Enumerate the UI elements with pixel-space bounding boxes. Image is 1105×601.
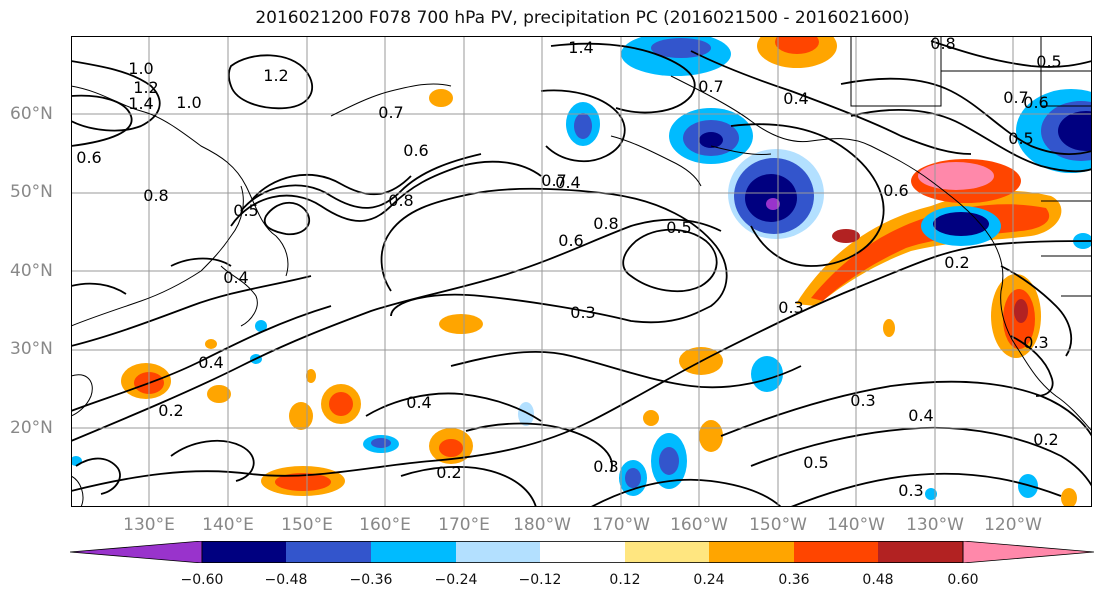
- lon-label: 170°W: [592, 515, 650, 535]
- coastlines: [71, 36, 1092, 507]
- colorbar-segment: [709, 541, 794, 563]
- colorbar-tick: 0.12: [609, 572, 641, 588]
- contour-label: 0.8: [143, 186, 168, 205]
- figure-title: 2016021200 F078 700 hPa PV, precipitatio…: [255, 8, 910, 28]
- contour-label: 0.3: [898, 481, 923, 500]
- pv-contours: [71, 40, 1092, 507]
- contour-label: 0.7: [1003, 88, 1028, 107]
- colorbar-tick: 0.60: [947, 572, 979, 588]
- lat-label-40n: 40°N: [10, 261, 53, 281]
- contour-label: 1.4: [568, 38, 593, 57]
- lon-label: 130°W: [906, 515, 964, 535]
- colorbar-tick: 0.36: [778, 572, 810, 588]
- map-panel: 1.4 0.8 0.5 1.0 1.2 1.2 1.4 1.0 0.7 0.7 …: [71, 36, 1092, 507]
- colorbar-tick: −0.24: [434, 572, 478, 588]
- contour-label: 0.6: [558, 231, 583, 250]
- contour-label: 0.3: [593, 457, 618, 476]
- colorbar-segment: [286, 541, 371, 563]
- lon-label: 150°W: [749, 515, 807, 535]
- graticule: [71, 36, 1092, 507]
- contour-label: 0.8: [388, 191, 413, 210]
- map-frame: [71, 36, 1092, 507]
- contour-label: 0.3: [570, 303, 595, 322]
- contour-label: 0.5: [666, 218, 691, 237]
- contour-label: 1.0: [176, 93, 201, 112]
- colorbar-segment: [878, 541, 963, 563]
- colorbar-segment: [794, 541, 878, 563]
- colorbar-segment: [202, 541, 286, 563]
- colorbar-tick: 0.24: [693, 572, 725, 588]
- colorbar-tick: −0.60: [180, 572, 224, 588]
- contour-label: 0.4: [198, 353, 223, 372]
- lon-label: 150°E: [281, 515, 333, 535]
- contour-label: 1.2: [263, 66, 288, 85]
- colorbar-tick: −0.48: [264, 572, 308, 588]
- contour-label: 0.6: [76, 148, 101, 167]
- colorbar-segment: [371, 541, 456, 563]
- contour-label: 0.5: [1008, 129, 1033, 148]
- lat-label-50n: 50°N: [10, 182, 53, 202]
- contour-label: 0.5: [233, 201, 258, 220]
- contour-label: 1.0: [128, 59, 153, 78]
- lon-label: 140°W: [827, 515, 885, 535]
- colorbar-extend-high: [962, 541, 1094, 563]
- lon-label: 180°W: [513, 515, 571, 535]
- contour-label: 0.2: [944, 253, 969, 272]
- contour-label: 0.7: [541, 171, 566, 190]
- colorbar-tick: −0.36: [349, 572, 393, 588]
- contour-label: 0.6: [403, 141, 428, 160]
- lon-label: 120°W: [984, 515, 1042, 535]
- colorbar-frame: [201, 541, 964, 563]
- colorbar-tick: −0.12: [518, 572, 562, 588]
- colorbar-segment: [456, 541, 540, 563]
- contour-label: 0.2: [1033, 430, 1058, 449]
- contour-label: 0.3: [1023, 333, 1048, 352]
- lon-label: 130°E: [123, 515, 175, 535]
- contour-label: 0.8: [930, 36, 955, 53]
- contour-label: 1.2: [133, 78, 158, 97]
- contour-label: 0.8: [593, 214, 618, 233]
- contour-label: 0.7: [378, 103, 403, 122]
- colorbar: [70, 541, 1094, 563]
- colorbar-segment: [625, 541, 709, 563]
- contour-labels: 1.4 0.8 0.5 1.0 1.2 1.2 1.4 1.0 0.7 0.7 …: [76, 36, 1061, 500]
- contour-label: 0.2: [436, 463, 461, 482]
- contour-label: 1.4: [128, 94, 153, 113]
- contour-label: 0.6: [1023, 93, 1048, 112]
- contour-label: 0.4: [223, 268, 248, 287]
- colorbar-extend-low: [70, 541, 203, 563]
- contour-label: 0.4: [406, 393, 431, 412]
- contour-label: 0.3: [778, 298, 803, 317]
- lon-label: 140°E: [202, 515, 254, 535]
- pv-precip-map: 1.4 0.8 0.5 1.0 1.2 1.2 1.4 1.0 0.7 0.7 …: [71, 36, 1092, 507]
- lon-label: 160°E: [359, 515, 411, 535]
- lon-label: 170°E: [438, 515, 490, 535]
- contour-label: 0.5: [803, 453, 828, 472]
- lon-label: 160°W: [670, 515, 728, 535]
- contour-label: 0.5: [1036, 52, 1061, 71]
- colorbar-tick: 0.48: [862, 572, 894, 588]
- contour-label: 0.3: [850, 391, 875, 410]
- lat-label-60n: 60°N: [10, 104, 53, 124]
- contour-label: 0.6: [883, 181, 908, 200]
- lat-label-20n: 20°N: [10, 418, 53, 438]
- contour-label: 0.7: [698, 77, 723, 96]
- colorbar-segment: [540, 541, 625, 563]
- contour-label: 0.4: [783, 89, 808, 108]
- contour-label: 0.2: [158, 401, 183, 420]
- lat-label-30n: 30°N: [10, 339, 53, 359]
- contour-label: 0.4: [555, 173, 580, 192]
- contour-label: 0.4: [908, 406, 933, 425]
